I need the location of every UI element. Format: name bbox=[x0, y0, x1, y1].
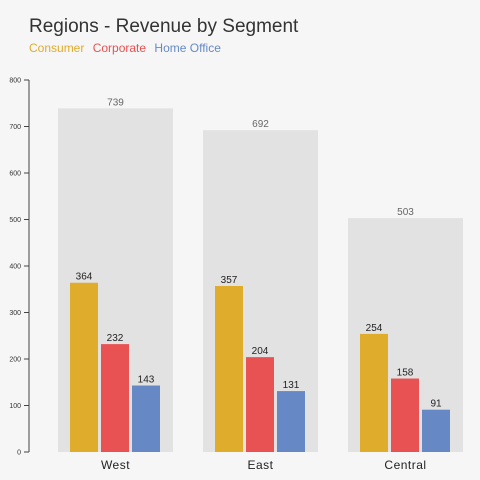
value-label: 143 bbox=[138, 375, 155, 386]
bar-consumer-central bbox=[360, 333, 388, 452]
total-label: 739 bbox=[107, 97, 124, 108]
value-label: 204 bbox=[252, 346, 269, 357]
total-label: 503 bbox=[397, 207, 414, 218]
bar-home-office-east bbox=[277, 391, 305, 452]
y-tick-label: 500 bbox=[9, 217, 21, 224]
value-label: 158 bbox=[397, 368, 414, 379]
value-label: 364 bbox=[76, 272, 93, 283]
y-tick-label: 200 bbox=[9, 357, 21, 364]
bar-consumer-west bbox=[70, 282, 98, 452]
value-label: 357 bbox=[221, 275, 238, 286]
y-tick-label: 300 bbox=[9, 310, 21, 317]
bar-home-office-west bbox=[132, 385, 160, 452]
y-tick-label: 700 bbox=[9, 124, 21, 131]
value-label: 91 bbox=[430, 399, 442, 410]
x-category-label: West bbox=[101, 458, 130, 472]
value-label: 254 bbox=[366, 323, 383, 334]
y-tick-label: 400 bbox=[9, 264, 21, 271]
legend-item-corporate: Corporate bbox=[92, 41, 147, 55]
y-tick-label: 0 bbox=[17, 450, 21, 457]
value-label: 131 bbox=[283, 380, 300, 391]
bar-home-office-central bbox=[422, 409, 450, 452]
x-category-label: East bbox=[247, 458, 273, 472]
chart-title: Regions - Revenue by Segment bbox=[29, 16, 299, 37]
bar-corporate-west bbox=[101, 344, 129, 452]
bar-corporate-east bbox=[246, 357, 274, 452]
y-tick-label: 800 bbox=[9, 78, 21, 85]
legend-item-home-office: Home Office bbox=[154, 41, 221, 55]
bar-consumer-east bbox=[215, 285, 243, 452]
value-label: 232 bbox=[107, 333, 124, 344]
x-category-label: Central bbox=[384, 458, 426, 472]
bar-corporate-central bbox=[391, 378, 419, 452]
y-tick-label: 600 bbox=[9, 171, 21, 178]
legend-item-consumer: Consumer bbox=[29, 41, 85, 55]
y-tick-label: 100 bbox=[9, 403, 21, 410]
legend: Consumer Corporate Home Office bbox=[29, 41, 226, 55]
total-label: 692 bbox=[252, 119, 269, 130]
